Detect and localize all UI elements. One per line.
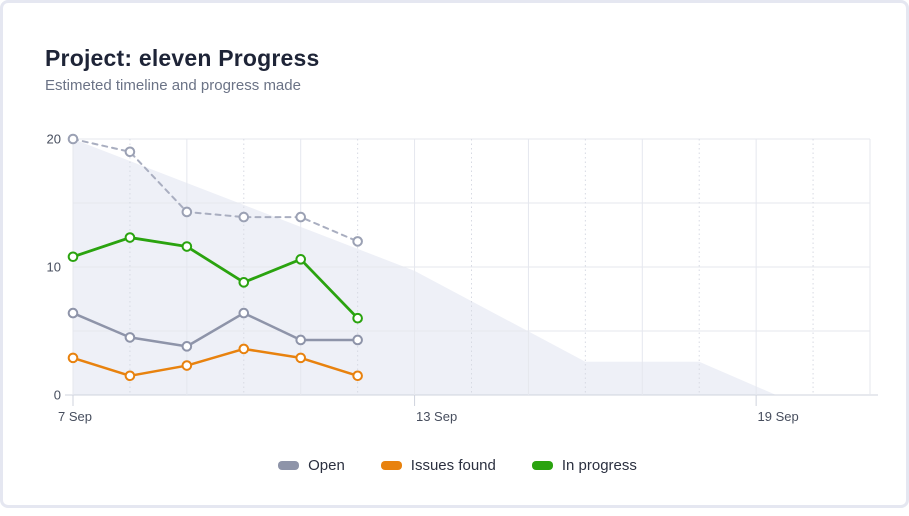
data-point-issues-found[interactable] (238, 343, 250, 355)
x-axis-label: 13 Sep (416, 409, 457, 424)
y-axis-label: 10 (47, 260, 61, 275)
data-point-issues-found[interactable] (67, 352, 79, 364)
page-subtitle: Estimeted timeline and progress made (45, 77, 301, 94)
legend-swatch-issues-found (380, 460, 402, 470)
y-axis-label: 0 (54, 388, 61, 403)
data-point-issues-found[interactable] (124, 370, 136, 382)
data-point-in-progress[interactable] (238, 277, 250, 288)
series-line-issues-found (71, 347, 359, 378)
legend-swatch-open (278, 460, 300, 470)
data-point-estimate[interactable] (67, 133, 79, 145)
data-point-in-progress[interactable] (352, 312, 363, 324)
chart-canvas: 7 Sep 13 Sep 19 Sep 0 10 20 (47, 132, 878, 424)
data-point-in-progress[interactable] (124, 232, 136, 243)
data-point-issues-found[interactable] (352, 370, 363, 382)
series-line-estimate (72, 138, 359, 243)
data-point-estimate[interactable] (124, 146, 136, 158)
data-point-open[interactable] (352, 334, 363, 346)
data-point-open[interactable] (238, 307, 250, 319)
legend-item-issues-found[interactable]: Issues found (380, 456, 496, 474)
series-line-open (71, 311, 359, 348)
data-point-in-progress[interactable] (295, 254, 307, 265)
data-point-issues-found[interactable] (181, 360, 193, 371)
legend-label: In progress (561, 456, 637, 474)
data-point-estimate[interactable] (295, 211, 307, 223)
legend-item-open[interactable]: Open (278, 457, 345, 474)
series-line-in-progress (71, 236, 360, 320)
data-point-issues-found[interactable] (295, 352, 307, 364)
data-point-open[interactable] (67, 307, 79, 319)
data-point-estimate[interactable] (352, 236, 363, 247)
data-point-open[interactable] (181, 341, 193, 352)
data-point-estimate[interactable] (181, 206, 193, 218)
data-point-estimate[interactable] (238, 211, 250, 223)
legend-swatch-in-progress (531, 460, 553, 470)
data-point-in-progress[interactable] (181, 241, 193, 252)
page-title: Project: eleven Progress (45, 45, 320, 71)
x-axis-label: 19 Sep (758, 409, 799, 424)
chart-legend: Open Issues found In progress (3, 453, 909, 477)
y-axis-label: 20 (47, 132, 61, 147)
legend-label: Issues found (410, 456, 496, 474)
data-point-open[interactable] (124, 332, 136, 343)
data-point-in-progress[interactable] (67, 251, 79, 263)
burndown-line-chart: 7 Sep 13 Sep 19 Sep 0 10 20 (3, 3, 909, 511)
legend-label: Open (308, 456, 345, 474)
legend-item-in-progress[interactable]: In progress (531, 456, 637, 474)
data-point-open[interactable] (295, 334, 307, 346)
x-axis-label: 7 Sep (58, 409, 92, 424)
